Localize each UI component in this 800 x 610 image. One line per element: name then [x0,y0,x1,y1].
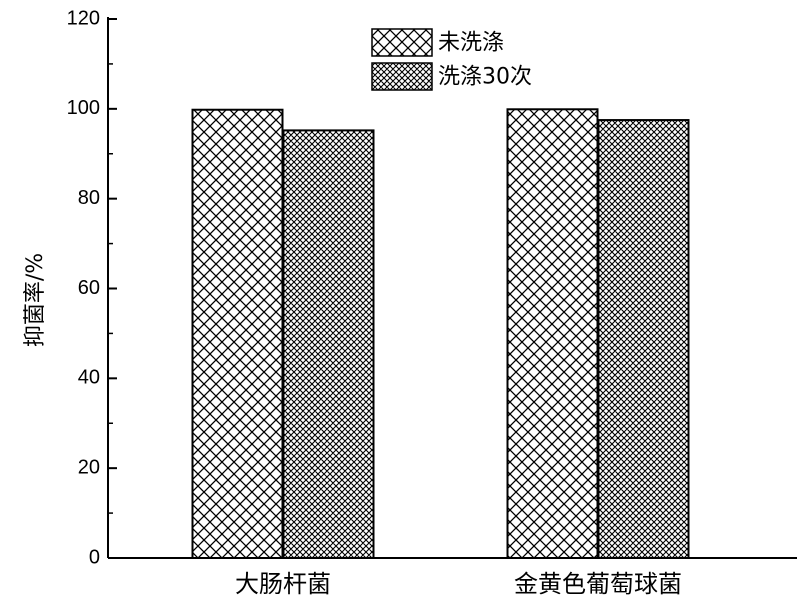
y-tick-label: 40 [78,367,100,389]
bar-washed-30-staph [597,119,690,559]
x-tick-label: 大肠杆菌 [235,570,331,598]
y-tick-label: 60 [78,277,100,299]
y-axis-title: 抑菌率/% [23,253,48,347]
bars-layer [191,108,690,560]
bar-washed-30-ecoli [282,129,375,559]
axes-layer [107,17,797,559]
y-tick-label: 0 [89,546,100,568]
labels-layer: 大肠杆菌 金黄色葡萄球菌 0 20 40 60 80 100 120 [67,7,682,598]
legend-label: 未洗涤 [438,31,504,56]
bar-unwashed-staph [506,108,599,559]
y-tick-label: 20 [78,456,100,478]
x-tick-label: 金黄色葡萄球菌 [514,570,682,598]
bar-unwashed-ecoli [191,108,284,560]
legend-swatch [371,62,433,91]
y-tick-label: 80 [78,187,100,209]
y-tick-label: 100 [67,97,100,119]
legend-swatch [371,28,433,57]
legend-label: 洗涤30次 [438,65,532,90]
y-tick-label: 120 [67,7,100,29]
